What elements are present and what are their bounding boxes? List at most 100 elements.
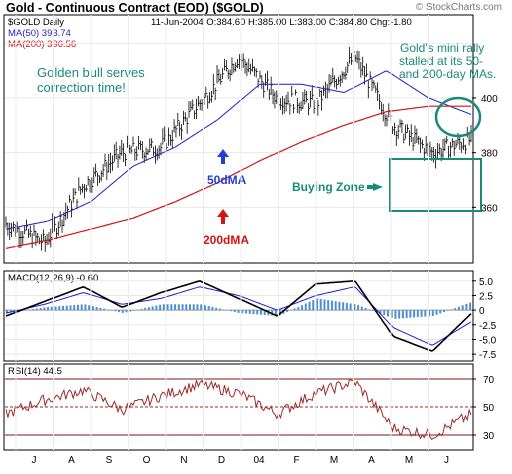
chart-title: Gold - Continuous Contract (EOD) ($GOLD) bbox=[6, 1, 264, 15]
macd-histogram-bar bbox=[47, 307, 49, 310]
macd-histogram-bar bbox=[223, 309, 225, 310]
macd-histogram-bar bbox=[331, 301, 333, 310]
macd-histogram-bar bbox=[253, 310, 255, 314]
macd-histogram-bar bbox=[465, 304, 467, 310]
macd-histogram-bar bbox=[84, 304, 86, 310]
macd-histogram-bar bbox=[81, 304, 83, 310]
macd-histogram-bar bbox=[346, 303, 348, 310]
macd-histogram-bar bbox=[357, 305, 359, 310]
macd-histogram-bar bbox=[234, 310, 236, 312]
macd-histogram-bar bbox=[211, 307, 213, 310]
macd-histogram-bar bbox=[118, 310, 120, 312]
macd-histogram-bar bbox=[309, 302, 311, 310]
ma200-arrow-label: 200dMA bbox=[203, 233, 249, 247]
macd-histogram-bar bbox=[159, 305, 161, 310]
macd-histogram-bar bbox=[140, 309, 142, 310]
macd-histogram-bar bbox=[320, 299, 322, 310]
macd-histogram-bar bbox=[163, 304, 165, 310]
macd-histogram-bar bbox=[443, 310, 445, 312]
copyright-text: © StockCharts.com bbox=[416, 2, 502, 13]
x-tick-label: 04 bbox=[253, 455, 265, 466]
macd-histogram-bar bbox=[40, 308, 42, 310]
macd-histogram-bar bbox=[297, 307, 299, 310]
macd-histogram-bar bbox=[51, 307, 53, 310]
macd-histogram-bar bbox=[238, 310, 240, 313]
rsi-y-tick-label: 30 bbox=[483, 431, 495, 442]
macd-y-tick-label: 0 bbox=[479, 306, 485, 317]
macd-histogram-bar bbox=[73, 305, 75, 310]
macd-histogram-bar bbox=[62, 306, 64, 310]
macd-histogram-bar bbox=[249, 310, 251, 314]
macd-y-tick-label: -2.5 bbox=[479, 321, 497, 332]
macd-histogram-bar bbox=[398, 310, 400, 318]
macd-histogram-bar bbox=[241, 310, 243, 313]
macd-histogram-bar bbox=[424, 310, 426, 316]
macd-histogram-bar bbox=[432, 310, 434, 316]
macd-histogram-bar bbox=[436, 310, 438, 315]
macd-y-axis: 5.02.50-2.5-5.0-7.5 bbox=[472, 277, 497, 361]
macd-histogram-bar bbox=[338, 302, 340, 310]
macd-histogram-bar bbox=[107, 310, 109, 311]
macd-histogram-bar bbox=[152, 306, 154, 310]
macd-histogram-bar bbox=[365, 308, 367, 310]
macd-histogram-bar bbox=[387, 310, 389, 316]
macd-histogram-bar bbox=[413, 310, 415, 317]
macd-histogram-bar bbox=[58, 306, 60, 310]
macd-histogram-bar bbox=[439, 310, 441, 313]
macd-histogram-bar bbox=[219, 309, 221, 311]
macd-histogram-bar bbox=[294, 309, 296, 311]
macd-histogram-bar bbox=[129, 310, 131, 311]
x-tick-label: J bbox=[444, 455, 449, 466]
macd-histogram-bar bbox=[32, 309, 34, 310]
x-tick-label: J bbox=[32, 455, 37, 466]
x-tick-label: M bbox=[405, 455, 413, 466]
macd-histogram-bar bbox=[36, 309, 38, 311]
ma50-legend: MA(50) 393.74 bbox=[8, 28, 71, 39]
macd-histogram-bar bbox=[245, 310, 247, 313]
macd-histogram-bar bbox=[170, 304, 172, 310]
macd-histogram-bar bbox=[305, 303, 307, 310]
x-tick-label: S bbox=[106, 455, 113, 466]
macd-histogram-bar bbox=[43, 307, 45, 310]
buying-zone-label: Buying Zone bbox=[292, 180, 365, 194]
macd-histogram-bar bbox=[323, 300, 325, 311]
macd-histogram-bar bbox=[88, 305, 90, 310]
macd-histogram-bar bbox=[361, 307, 363, 311]
mini-rally-line-1: Gold's mini rally bbox=[400, 41, 484, 55]
macd-histogram-bar bbox=[462, 305, 464, 310]
macd-y-tick-label: 2.5 bbox=[479, 291, 493, 302]
macd-histogram-bar bbox=[450, 309, 452, 310]
macd-histogram-bar bbox=[69, 305, 71, 310]
macd-histogram-bar bbox=[301, 305, 303, 310]
macd-histogram-bar bbox=[174, 304, 176, 310]
macd-histogram-bar bbox=[122, 310, 124, 313]
macd-histogram-bar bbox=[342, 302, 344, 310]
macd-histogram-bar bbox=[182, 304, 184, 310]
macd-histogram-bar bbox=[66, 306, 68, 311]
mini-rally-line-2: stalled at its 50- bbox=[399, 54, 483, 68]
macd-histogram-bar bbox=[99, 308, 101, 310]
macd-histogram-bar bbox=[260, 310, 262, 315]
chart-frame: $GOLD Daily 11-Jun-2004 O:384.60 H:385.0… bbox=[3, 14, 506, 469]
macd-histogram-bar bbox=[350, 303, 352, 310]
macd-histogram-bar bbox=[312, 300, 314, 310]
macd-histogram-bar bbox=[454, 308, 456, 310]
mini-rally-line-3: and 200-day MAs. bbox=[399, 67, 496, 81]
macd-histogram-bar bbox=[167, 304, 169, 310]
macd-histogram-bar bbox=[77, 305, 79, 310]
macd-histogram-bar bbox=[402, 310, 404, 318]
macd-histogram-bar bbox=[178, 304, 180, 310]
macd-histogram-bar bbox=[286, 310, 288, 312]
price-y-tick-label: 400 bbox=[481, 94, 498, 105]
macd-histogram-bar bbox=[256, 310, 258, 314]
buying-zone-arrow-shaft bbox=[367, 185, 374, 189]
price-y-tick-label: 360 bbox=[481, 203, 498, 214]
x-tick-label: M bbox=[330, 455, 338, 466]
macd-histogram-bar bbox=[155, 306, 157, 311]
macd-histogram-bar bbox=[406, 310, 408, 318]
price-panel: $GOLD Daily 11-Jun-2004 O:384.60 H:385.0… bbox=[4, 15, 498, 263]
macd-histogram-bar bbox=[126, 310, 128, 312]
macd-histogram-bar bbox=[368, 309, 370, 310]
ohlc-readout: 11-Jun-2004 O:384.60 H:385.00 L:383.00 C… bbox=[151, 17, 412, 28]
